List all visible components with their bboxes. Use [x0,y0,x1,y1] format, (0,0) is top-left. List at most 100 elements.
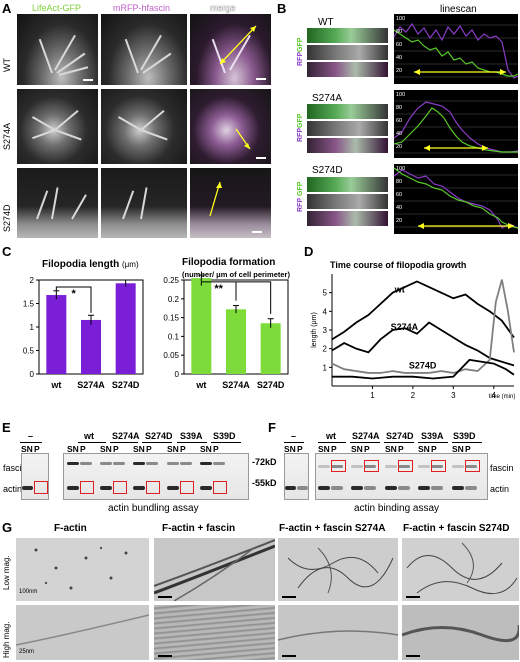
em-high-factin: 25nm [16,605,149,660]
gel-band [418,465,430,468]
sublane-label: P [34,444,40,454]
tick: 20 [396,144,403,150]
e-lane-s39a: S39A [180,431,203,441]
highlight-box [364,460,379,472]
highlight-box [34,481,48,494]
x-tick-label: wt [50,380,61,390]
panel-b-row-s274d: S274D [312,165,343,176]
sublane-label: P [465,444,471,454]
x-axis-unit: time (min) [489,394,516,400]
b-s274a-gfp-line [393,107,518,153]
em-scale-high-text: 25nm [19,649,35,655]
em-low-fascin [154,538,275,601]
tick: 60 [396,118,403,124]
sublane-label: P [113,444,119,454]
e-row-actin: actin [3,484,23,494]
merge-wt-arrow [219,25,257,65]
b-s274d-rfp-strip [307,194,388,209]
bar [46,295,67,374]
f-lane-wt: wt [326,431,336,441]
c-filopodia-length-chart: 0 0.5 1 1.5 2 wt S274A S274D * [23,276,144,390]
y-tick-label: 0.15 [163,314,179,323]
micrograph-wt-gfp [17,14,98,85]
highlight-box [331,460,346,472]
b-s274a-rfp-line [393,101,519,153]
sig-star: * [72,288,77,300]
bar [115,283,136,374]
x-tick-label: wt [195,380,206,390]
panel-a-col-header-gfp: LifeAct-GFP [32,3,82,13]
g-col-factin-fascin: F-actin + fascin [162,523,236,534]
panel-e-label: E [2,420,11,435]
series-line [332,358,515,380]
micrograph-s274d-gfp [17,168,98,238]
gel-band [133,486,145,490]
tick: 40 [396,205,403,211]
sublane-label: P [297,444,303,454]
gel-band [67,462,79,465]
tick: 100 [396,92,406,98]
b-s274d-gfp-label: GFP [297,181,304,196]
gel-band [133,462,145,465]
sublane-label: SN [385,444,397,454]
sublane-label: P [364,444,370,454]
series-line [331,280,515,341]
e-marker-72: -72kD [252,457,277,467]
y-tick-label: 0.2 [168,295,180,304]
gel-band [318,465,330,468]
y-tick-label: 1 [323,363,328,372]
panel-a-row-label-s274a: S274A [2,122,12,150]
panel-c-label: C [2,244,12,259]
b-s274a-rfp-strip [307,121,388,136]
sig-star: ** [214,283,223,295]
sublane-label: P [80,444,86,454]
panel-g-label: G [2,520,13,535]
sublane-label: SN [452,444,464,454]
sig-bracket [55,286,92,313]
f-lane-s274d: S274D [386,431,414,441]
gel-band [167,486,179,490]
em-high-s274d [402,605,519,660]
b-yticks-wt: 100 80 60 40 20 [396,13,412,78]
b-yticks-s274d: 100 80 60 40 20 [396,163,412,228]
f-caption: actin binding assay [354,503,440,514]
tick: 80 [396,105,403,111]
tick: 40 [396,131,403,137]
y-tick-label: 1 [30,323,35,332]
sublane-label: P [146,444,152,454]
y-tick-label: 2 [30,276,35,285]
b-s274a-gfp-strip [307,104,388,119]
b-s274a-rfp-label: RFP [297,128,304,142]
y-tick-label: 0.25 [163,276,179,285]
gel-band [331,465,343,468]
e-marker-55: -55kD [252,478,277,488]
gel-band [213,462,225,465]
x-tick-label: S274D [257,380,285,390]
gel-band [398,465,410,468]
highlight-box [213,481,227,494]
tick: 60 [396,42,403,48]
y-tick-label: 0 [175,370,180,379]
y-tick-label: 1.5 [23,300,35,309]
panel-b-row-wt: WT [318,17,334,28]
gel-band [113,462,125,465]
gel-band [80,462,92,465]
b-s274d-merge-strip [307,211,388,226]
b-s274d-gfp-line [393,167,519,229]
sublane-label: P [331,444,337,454]
x-tick-label: S274A [222,380,250,390]
micrograph-wt-merge [190,14,271,85]
gel-band [364,465,376,468]
tick: 100 [396,166,406,172]
panel-f-label: F [268,420,276,435]
gel-band [452,486,464,490]
gel-band [418,486,430,490]
panel-a-col-header-merge: merge [210,3,236,13]
sublane-label: SN [21,444,33,454]
f-lane-dash: – [291,431,297,441]
highlight-box [113,481,127,494]
sublane-label: SN [351,444,363,454]
x-tick-label: 4 [492,391,497,400]
tick: 40 [396,55,403,61]
gel-band [146,462,158,465]
